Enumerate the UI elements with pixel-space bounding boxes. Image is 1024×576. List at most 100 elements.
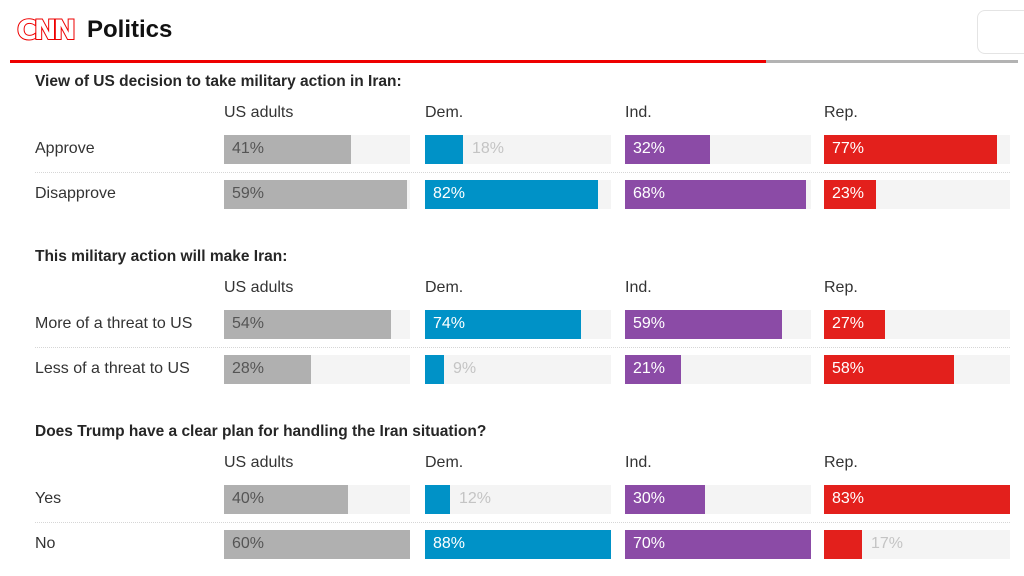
bar-dem	[425, 485, 450, 514]
column-header-us-adults: US adults	[224, 104, 294, 121]
bar-dem	[425, 180, 598, 209]
value-label: 9%	[453, 360, 477, 377]
value-label: 28%	[232, 360, 265, 377]
cnn-logo: CNN	[16, 14, 77, 47]
column-header-dem: Dem.	[425, 279, 464, 296]
bar-track: 82%	[425, 180, 611, 209]
bar-track: 83%	[824, 485, 1010, 514]
value-label: 21%	[633, 360, 666, 377]
bar-ind	[625, 310, 782, 339]
value-label: 74%	[433, 315, 466, 332]
reading-progress-fill	[10, 60, 766, 63]
bar-track: 54%	[224, 310, 410, 339]
value-label: 12%	[459, 490, 492, 507]
bar-usadults	[224, 135, 351, 164]
value-label: 83%	[832, 490, 865, 507]
bar-track: 59%	[224, 180, 410, 209]
value-label: 30%	[633, 490, 666, 507]
bar-track: 70%	[625, 530, 811, 559]
value-label: 70%	[633, 535, 666, 552]
row-label: Less of a threat to US	[35, 360, 190, 377]
value-label: 54%	[232, 315, 265, 332]
row-divider	[35, 347, 1010, 348]
bar-track: 88%	[425, 530, 611, 559]
bar-dem	[425, 355, 444, 384]
value-label: 88%	[433, 535, 466, 552]
value-label: 32%	[633, 140, 666, 157]
bar-rep	[824, 485, 1010, 514]
bar-dem	[425, 530, 611, 559]
value-label: 17%	[871, 535, 904, 552]
row-divider	[35, 172, 1010, 173]
bar-ind	[625, 135, 710, 164]
bar-track: 18%	[425, 135, 611, 164]
row-label: Yes	[35, 490, 62, 507]
bar-usadults	[224, 485, 348, 514]
bar-usadults	[224, 180, 407, 209]
value-label: 82%	[433, 185, 466, 202]
column-header-rep: Rep.	[824, 104, 858, 121]
bar-track: 77%	[824, 135, 1010, 164]
value-label: 40%	[232, 490, 265, 507]
value-label: 60%	[232, 535, 265, 552]
column-header-rep: Rep.	[824, 454, 858, 471]
row-label: Disapprove	[35, 185, 116, 202]
column-header-dem: Dem.	[425, 104, 464, 121]
bar-track: 17%	[824, 530, 1010, 559]
panel-title: This military action will make Iran:	[35, 248, 288, 265]
cnn-politics-logo[interactable]: CNN Politics	[16, 14, 173, 47]
bar-rep	[824, 180, 876, 209]
row-label: More of a threat to US	[35, 315, 193, 332]
bar-track: 9%	[425, 355, 611, 384]
column-header-us-adults: US adults	[224, 454, 294, 471]
bar-usadults	[224, 355, 311, 384]
header-action-box[interactable]	[977, 10, 1024, 54]
bar-rep	[824, 310, 885, 339]
bar-ind	[625, 180, 806, 209]
bar-track: 32%	[625, 135, 811, 164]
reading-progress-bar	[10, 60, 1018, 63]
bar-ind	[625, 355, 681, 384]
column-header-ind: Ind.	[625, 279, 652, 296]
bar-track: 30%	[625, 485, 811, 514]
bar-track: 74%	[425, 310, 611, 339]
bar-ind	[625, 530, 811, 559]
bar-track: 12%	[425, 485, 611, 514]
value-label: 41%	[232, 140, 265, 157]
value-label: 77%	[832, 140, 865, 157]
bar-rep	[824, 530, 862, 559]
bar-ind	[625, 485, 705, 514]
bar-track: 23%	[824, 180, 1010, 209]
bar-track: 41%	[224, 135, 410, 164]
value-label: 59%	[232, 185, 265, 202]
value-label: 68%	[633, 185, 666, 202]
column-header-dem: Dem.	[425, 454, 464, 471]
bar-track: 28%	[224, 355, 410, 384]
panel-title: View of US decision to take military act…	[35, 73, 402, 90]
row-divider	[35, 522, 1010, 523]
value-label: 59%	[633, 315, 666, 332]
value-label: 18%	[472, 140, 505, 157]
row-label: Approve	[35, 140, 95, 157]
bar-usadults	[224, 310, 391, 339]
bar-usadults	[224, 530, 410, 559]
column-header-ind: Ind.	[625, 454, 652, 471]
value-label: 27%	[832, 315, 865, 332]
value-label: 58%	[832, 360, 865, 377]
bar-track: 27%	[824, 310, 1010, 339]
site-header: CNN Politics	[0, 0, 1024, 63]
bar-track: 40%	[224, 485, 410, 514]
column-header-ind: Ind.	[625, 104, 652, 121]
bar-dem	[425, 135, 463, 164]
bar-rep	[824, 355, 954, 384]
panel-title: Does Trump have a clear plan for handlin…	[35, 423, 487, 440]
bar-track: 60%	[224, 530, 410, 559]
section-label: Politics	[87, 16, 173, 43]
bar-rep	[824, 135, 997, 164]
column-header-us-adults: US adults	[224, 279, 294, 296]
bar-track: 68%	[625, 180, 811, 209]
bar-track: 58%	[824, 355, 1010, 384]
bar-track: 21%	[625, 355, 811, 384]
bar-track: 59%	[625, 310, 811, 339]
column-header-rep: Rep.	[824, 279, 858, 296]
